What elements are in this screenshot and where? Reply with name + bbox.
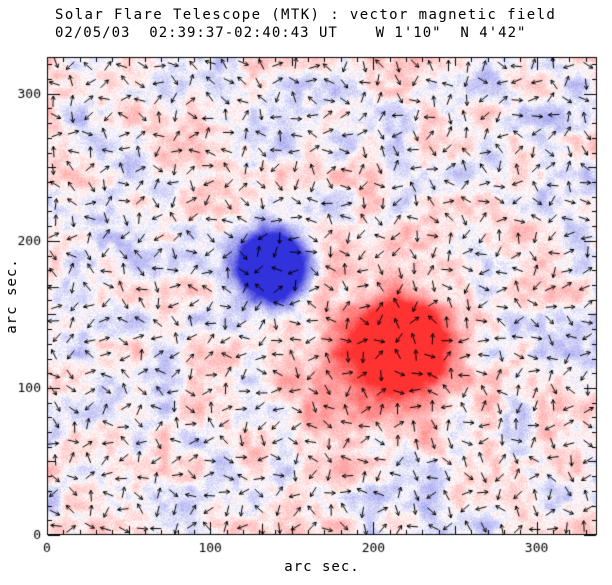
figure-title: Solar Flare Telescope (MTK) : vector mag…: [55, 7, 557, 23]
y-axis-label: arc sec.: [4, 258, 20, 334]
figure-subtitle: 02/05/03 02:39:37-02:40:43 UT W 1'10" N …: [55, 25, 527, 41]
x-axis-label: arc sec.: [284, 559, 360, 575]
